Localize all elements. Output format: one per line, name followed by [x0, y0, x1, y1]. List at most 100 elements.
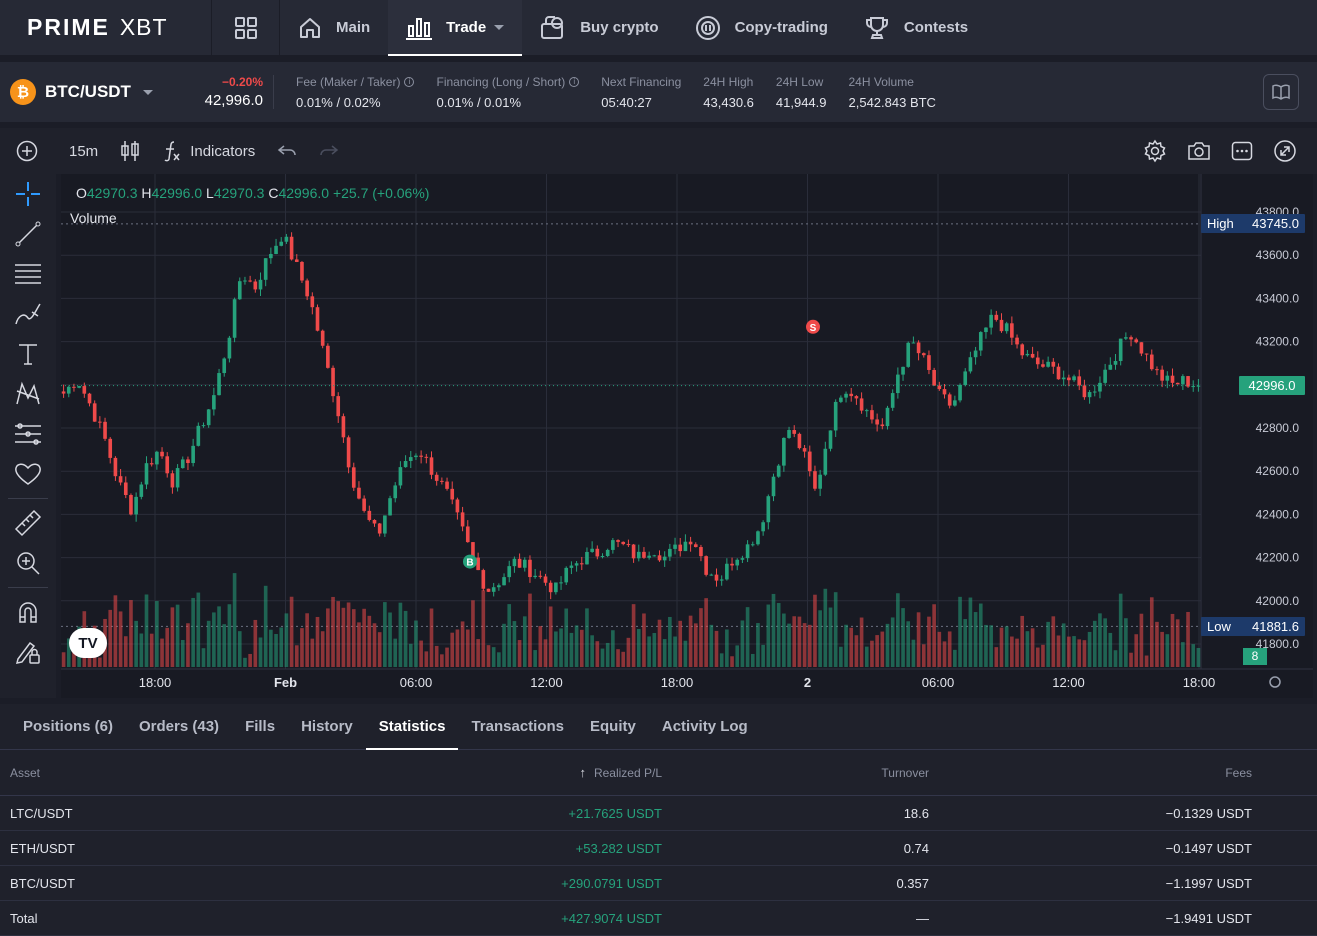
- nav-trade[interactable]: Trade: [388, 0, 523, 56]
- volume-bar: [1056, 635, 1061, 667]
- volume-bar: [1098, 613, 1102, 667]
- volume-bar: [579, 629, 584, 667]
- volume-bar: [310, 638, 315, 667]
- tab-statistics[interactable]: Statistics: [365, 704, 459, 750]
- volume-bar: [237, 631, 242, 667]
- volume-bar: [357, 622, 361, 667]
- volume-bar: [414, 620, 418, 667]
- magnet-icon: [19, 602, 37, 623]
- volume-bar: [600, 648, 605, 667]
- magnet-tool[interactable]: [0, 592, 56, 632]
- horizontal-lines-tool[interactable]: [0, 254, 56, 294]
- ruler-tool[interactable]: [0, 503, 56, 543]
- table-row-total[interactable]: Total +427.9074 USDT — −1.9491 USDT: [0, 901, 1317, 936]
- crosshair-icon: [16, 182, 40, 206]
- volume-bar: [543, 639, 548, 667]
- volume-bar: [662, 639, 667, 667]
- tradingview-logo[interactable]: TV: [69, 628, 107, 658]
- candle-body: [652, 555, 657, 557]
- volume-bar: [766, 604, 771, 667]
- more-options-button[interactable]: [1221, 128, 1263, 174]
- redo-button[interactable]: [308, 128, 350, 174]
- volume-bar: [512, 621, 517, 667]
- candle-body: [237, 281, 242, 300]
- more-icon: [1231, 141, 1253, 161]
- tab-fills[interactable]: Fills: [245, 718, 276, 735]
- apps-grid-button[interactable]: [212, 0, 280, 56]
- volume-bar: [326, 608, 330, 667]
- add-symbol-button[interactable]: [0, 128, 58, 174]
- candle-body: [885, 407, 890, 427]
- table-row[interactable]: BTC/USDT +290.0791 USDT 0.357 −1.1997 US…: [0, 866, 1317, 901]
- screenshot-button[interactable]: [1177, 128, 1221, 174]
- nav-buy-crypto[interactable]: Buy crypto: [522, 0, 676, 56]
- text-tool[interactable]: [0, 334, 56, 374]
- tab-activity-log[interactable]: Activity Log: [661, 718, 748, 735]
- volume-bar: [807, 624, 812, 667]
- cell-turnover: —: [916, 910, 929, 926]
- tab-orders[interactable]: Orders (43): [139, 718, 220, 735]
- ohlc-close-label: C: [268, 185, 279, 201]
- volume-bar: [248, 653, 252, 667]
- nav-main[interactable]: Main: [280, 0, 388, 56]
- column-turnover[interactable]: Turnover: [881, 765, 929, 780]
- table-row[interactable]: ETH/USDT +53.282 USDT 0.74 −0.1497 USDT: [0, 831, 1317, 866]
- tab-positions[interactable]: Positions (6): [23, 718, 114, 735]
- tab-history[interactable]: History: [301, 718, 353, 735]
- candle-body: [367, 510, 372, 520]
- trend-line-tool[interactable]: [0, 214, 56, 254]
- brush-tool[interactable]: [0, 294, 56, 334]
- price-chart[interactable]: 43800.043600.043400.043200.043000.042800…: [61, 174, 1313, 698]
- indicators-button[interactable]: Indicators: [151, 128, 266, 174]
- table-row[interactable]: LTC/USDT +21.7625 USDT 18.6 −0.1329 USDT: [0, 796, 1317, 831]
- trophy-icon: [865, 16, 888, 39]
- candle-body: [134, 496, 138, 515]
- tab-equity[interactable]: Equity: [590, 718, 636, 735]
- column-fees[interactable]: Fees: [1225, 765, 1252, 780]
- candle-body: [294, 259, 299, 262]
- candle-body: [1113, 361, 1118, 365]
- volume-bar: [294, 645, 299, 667]
- favorites-tool[interactable]: [0, 454, 56, 494]
- chart-settings-button[interactable]: [1133, 128, 1177, 174]
- column-realized-pnl[interactable]: ↑ Realized P/L: [300, 765, 662, 780]
- candle-body: [1077, 376, 1082, 386]
- lock-drawings-tool[interactable]: [0, 632, 56, 672]
- volume-bar: [554, 631, 558, 667]
- candle-body: [336, 396, 341, 417]
- chart-type-button[interactable]: [109, 128, 151, 174]
- prediction-tool[interactable]: [0, 414, 56, 454]
- candle-body: [98, 421, 102, 423]
- volume-bar: [1004, 626, 1009, 667]
- nav-contests[interactable]: Contests: [846, 0, 986, 56]
- volume-bar: [828, 607, 833, 667]
- interval-button[interactable]: 15m: [69, 142, 99, 160]
- undo-button[interactable]: [266, 128, 308, 174]
- candle-body: [103, 421, 107, 439]
- fullscreen-button[interactable]: [1263, 128, 1307, 174]
- info-icon[interactable]: i: [569, 76, 580, 87]
- candle-body: [973, 350, 978, 358]
- candlestick-chart-svg[interactable]: 43800.043600.043400.043200.043000.042800…: [61, 174, 1313, 698]
- volume-bar: [953, 649, 957, 667]
- chart-toolbar: 15m Indicators: [0, 128, 1317, 174]
- volume-bar: [890, 617, 895, 667]
- volume-indicator-label[interactable]: Volume: [70, 210, 117, 226]
- volume-bar: [134, 620, 138, 667]
- crosshair-tool[interactable]: [0, 174, 56, 214]
- order-book-toggle-button[interactable]: [1263, 74, 1299, 110]
- volume-bar: [605, 642, 610, 667]
- candle-body: [123, 482, 128, 496]
- volume-bar: [1061, 623, 1066, 667]
- info-icon[interactable]: i: [404, 76, 415, 87]
- pair-selector[interactable]: ₿ BTC/USDT: [0, 79, 178, 105]
- zoom-tool[interactable]: [0, 543, 56, 583]
- nav-copy-trading[interactable]: Copy-trading: [677, 0, 846, 56]
- volume-bar: [699, 608, 703, 667]
- prime-xbt-logo[interactable]: PRIME XBT: [0, 0, 212, 56]
- volume-bar: [564, 608, 569, 667]
- pattern-tool[interactable]: [0, 374, 56, 414]
- column-asset[interactable]: Asset: [10, 765, 41, 780]
- x-tick-label: 18:00: [139, 675, 172, 690]
- tab-transactions[interactable]: Transactions: [471, 718, 565, 735]
